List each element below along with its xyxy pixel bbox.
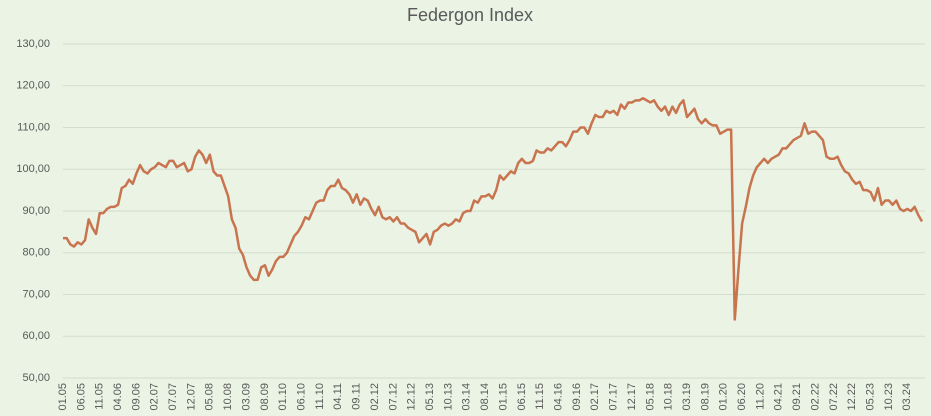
x-tick-label: 09.11 (351, 383, 363, 410)
x-tick-label: 08.09 (259, 383, 271, 411)
y-tick-label: 60,00 (22, 330, 50, 342)
x-tick-label: 10.18 (663, 383, 675, 411)
x-tick-label: 05.08 (204, 383, 216, 411)
y-tick-label: 130,00 (16, 38, 50, 50)
x-tick-label: 05.23 (865, 383, 877, 411)
x-tick-label: 07.07 (167, 383, 179, 411)
x-tick-label: 08.19 (699, 383, 711, 411)
y-tick-label: 80,00 (22, 247, 50, 259)
data-line (63, 97, 924, 321)
x-tick-label: 03.14 (461, 383, 473, 411)
x-tick-label: 01.15 (497, 383, 509, 411)
x-tick-label: 03.09 (240, 383, 252, 411)
x-tick-label: 02.07 (149, 383, 161, 411)
y-tick-label: 120,00 (16, 80, 50, 92)
chart-title: Federgon Index (407, 5, 533, 25)
x-tick-label: 12.12 (406, 383, 418, 411)
x-tick-label: 12.17 (626, 383, 638, 411)
x-tick-label: 12.22 (846, 383, 858, 411)
x-tick-label: 06.15 (516, 383, 528, 411)
x-tick-label: 07.22 (828, 383, 840, 411)
x-tick-label: 04.16 (552, 383, 564, 411)
x-tick-label: 11.15 (534, 383, 546, 410)
x-tick-label: 02.17 (589, 383, 601, 411)
y-tick-label: 90,00 (22, 205, 50, 217)
x-tick-label: 09.06 (130, 383, 142, 411)
x-tick-label: 10.13 (442, 383, 454, 411)
x-tick-label: 10.08 (222, 383, 234, 411)
y-tick-label: 50,00 (22, 372, 50, 384)
x-tick-label: 08.14 (479, 383, 491, 411)
x-tick-label: 06.20 (736, 383, 748, 411)
x-tick-label: 04.21 (773, 383, 785, 411)
x-tick-label: 12.07 (185, 383, 197, 411)
x-tick-label: 07.17 (608, 383, 620, 411)
y-tick-label: 100,00 (16, 163, 50, 175)
x-tick-label: 09.21 (791, 383, 803, 411)
x-tick-label: 05.18 (644, 383, 656, 411)
x-tick-label: 11.10 (314, 383, 326, 410)
x-tick-label: 06.05 (75, 383, 87, 411)
x-tick-label: 11.20 (754, 383, 766, 410)
x-tick-label: 03.24 (901, 383, 913, 411)
x-tick-label: 04.06 (112, 383, 124, 411)
x-tick-label: 05.13 (424, 383, 436, 411)
x-tick-label: 01.10 (277, 383, 289, 411)
x-tick-label: 09.16 (571, 383, 583, 411)
x-tick-label: 01.20 (718, 383, 730, 411)
x-tick-label: 03.19 (681, 383, 693, 411)
x-tick-label: 02.22 (809, 383, 821, 411)
y-tick-label: 110,00 (17, 121, 50, 133)
x-tick-label: 01.05 (57, 383, 69, 411)
x-tick-label: 04.11 (332, 383, 344, 410)
y-tick-label: 70,00 (22, 288, 50, 300)
x-tick-label: 10.23 (883, 383, 895, 411)
x-tick-label: 02.12 (369, 383, 381, 411)
x-tick-label: 06.10 (296, 383, 308, 411)
x-tick-label: 07.12 (387, 383, 399, 411)
x-tick-label: 11.05 (94, 383, 106, 410)
